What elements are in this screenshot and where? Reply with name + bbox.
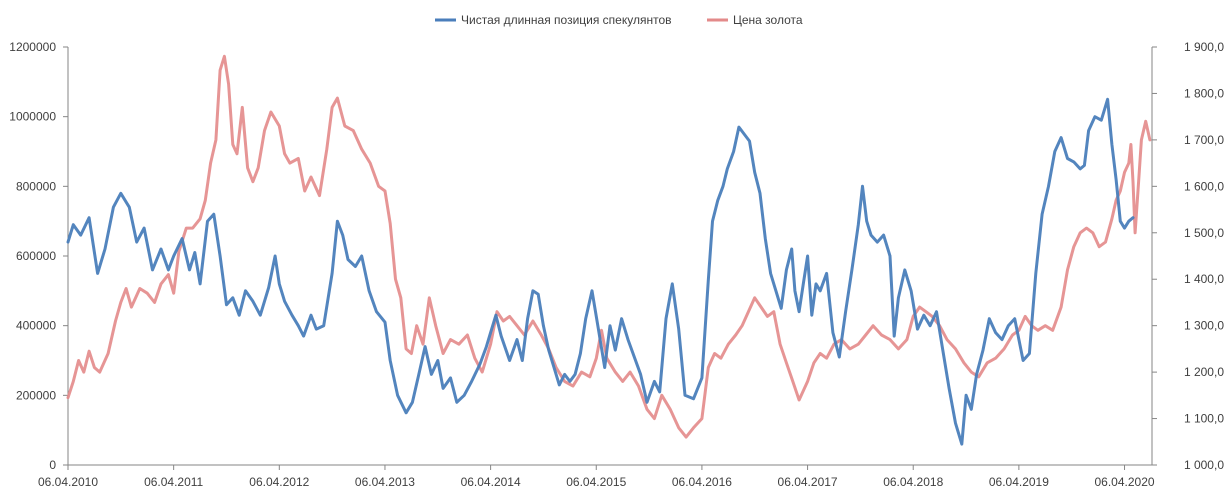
y-right-tick-label: 1 000,0 (1184, 458, 1224, 472)
y-right-tick-label: 1 700,0 (1184, 133, 1224, 147)
x-tick-label: 06.04.2016 (672, 475, 732, 489)
x-tick-label: 06.04.2018 (883, 475, 943, 489)
y-right-tick-label: 1 200,0 (1184, 365, 1224, 379)
y-left-tick-label: 600000 (16, 249, 56, 263)
chart-legend: Чистая длинная позиция спекулянтов Цена з… (435, 13, 803, 27)
y-left-tick-label: 1200000 (9, 40, 56, 54)
series-line-speculators (66, 97, 1135, 446)
chart-axes (63, 46, 1157, 470)
chart-tick-labels: 06.04.2010 06.04.2011 06.04.2012 06.04.2013… (9, 40, 1224, 489)
legend-label-speculators: Чистая длинная позиция спекулянтов (461, 13, 672, 27)
x-tick-label: 06.04.2015 (566, 475, 626, 489)
x-tick-label: 06.04.2014 (461, 475, 521, 489)
y-right-tick-label: 1 400,0 (1184, 272, 1224, 286)
y-left-tick-label: 0 (49, 458, 56, 472)
y-left-tick-label: 400000 (16, 319, 56, 333)
y-right-tick-label: 1 600,0 (1184, 179, 1224, 193)
chart-series-group (66, 54, 1152, 446)
x-tick-label: 06.04.2020 (1094, 475, 1154, 489)
legend-label-gold-price: Цена золота (733, 13, 803, 27)
y-right-tick-label: 1 900,0 (1184, 40, 1224, 54)
x-tick-label: 06.04.2011 (144, 475, 203, 489)
y-left-tick-label: 800000 (16, 179, 56, 193)
y-left-tick-label: 1000000 (9, 110, 56, 124)
y-right-tick-label: 1 800,0 (1184, 86, 1224, 100)
x-tick-label: 06.04.2019 (989, 475, 1049, 489)
y-left-tick-label: 200000 (16, 388, 56, 402)
y-right-tick-label: 1 100,0 (1184, 412, 1224, 426)
series-line-gold-price (66, 54, 1152, 439)
x-tick-label: 06.04.2013 (355, 475, 415, 489)
x-tick-label: 06.04.2010 (38, 475, 98, 489)
y-right-tick-label: 1 300,0 (1184, 319, 1224, 333)
x-tick-label: 06.04.2012 (249, 475, 309, 489)
x-tick-label: 06.04.2017 (778, 475, 838, 489)
y-right-tick-label: 1 500,0 (1184, 226, 1224, 240)
